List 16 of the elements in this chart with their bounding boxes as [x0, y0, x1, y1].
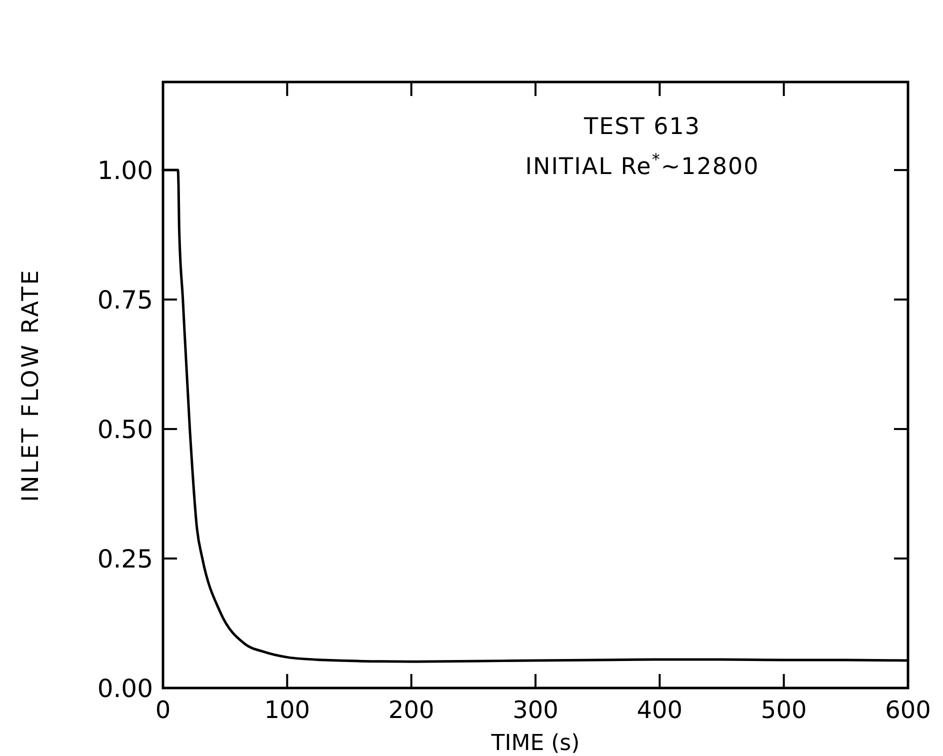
x-tick-label: 500 — [760, 696, 807, 724]
y-axis-title: INLET FLOW RATE — [18, 268, 44, 502]
x-tick-label: 200 — [388, 696, 434, 724]
y-tick-label: 0.50 — [97, 414, 153, 444]
x-tick-label: 100 — [264, 696, 310, 724]
annotation: TEST 613 — [583, 114, 701, 140]
x-tick-label: 400 — [636, 696, 683, 724]
x-tick-label: 0 — [155, 696, 171, 724]
y-tick-label: 1.00 — [97, 156, 153, 185]
y-tick-label: 0.25 — [97, 544, 153, 574]
y-tick-label: 0.00 — [97, 674, 153, 703]
x-tick-label: 300 — [512, 696, 558, 724]
x-tick-label: 600 — [885, 696, 931, 724]
x-axis-title: TIME (s) — [490, 731, 580, 756]
y-tick-label: 0.75 — [97, 285, 153, 314]
annotation: INITIAL Re$^{*}$~12800 — [525, 150, 760, 180]
